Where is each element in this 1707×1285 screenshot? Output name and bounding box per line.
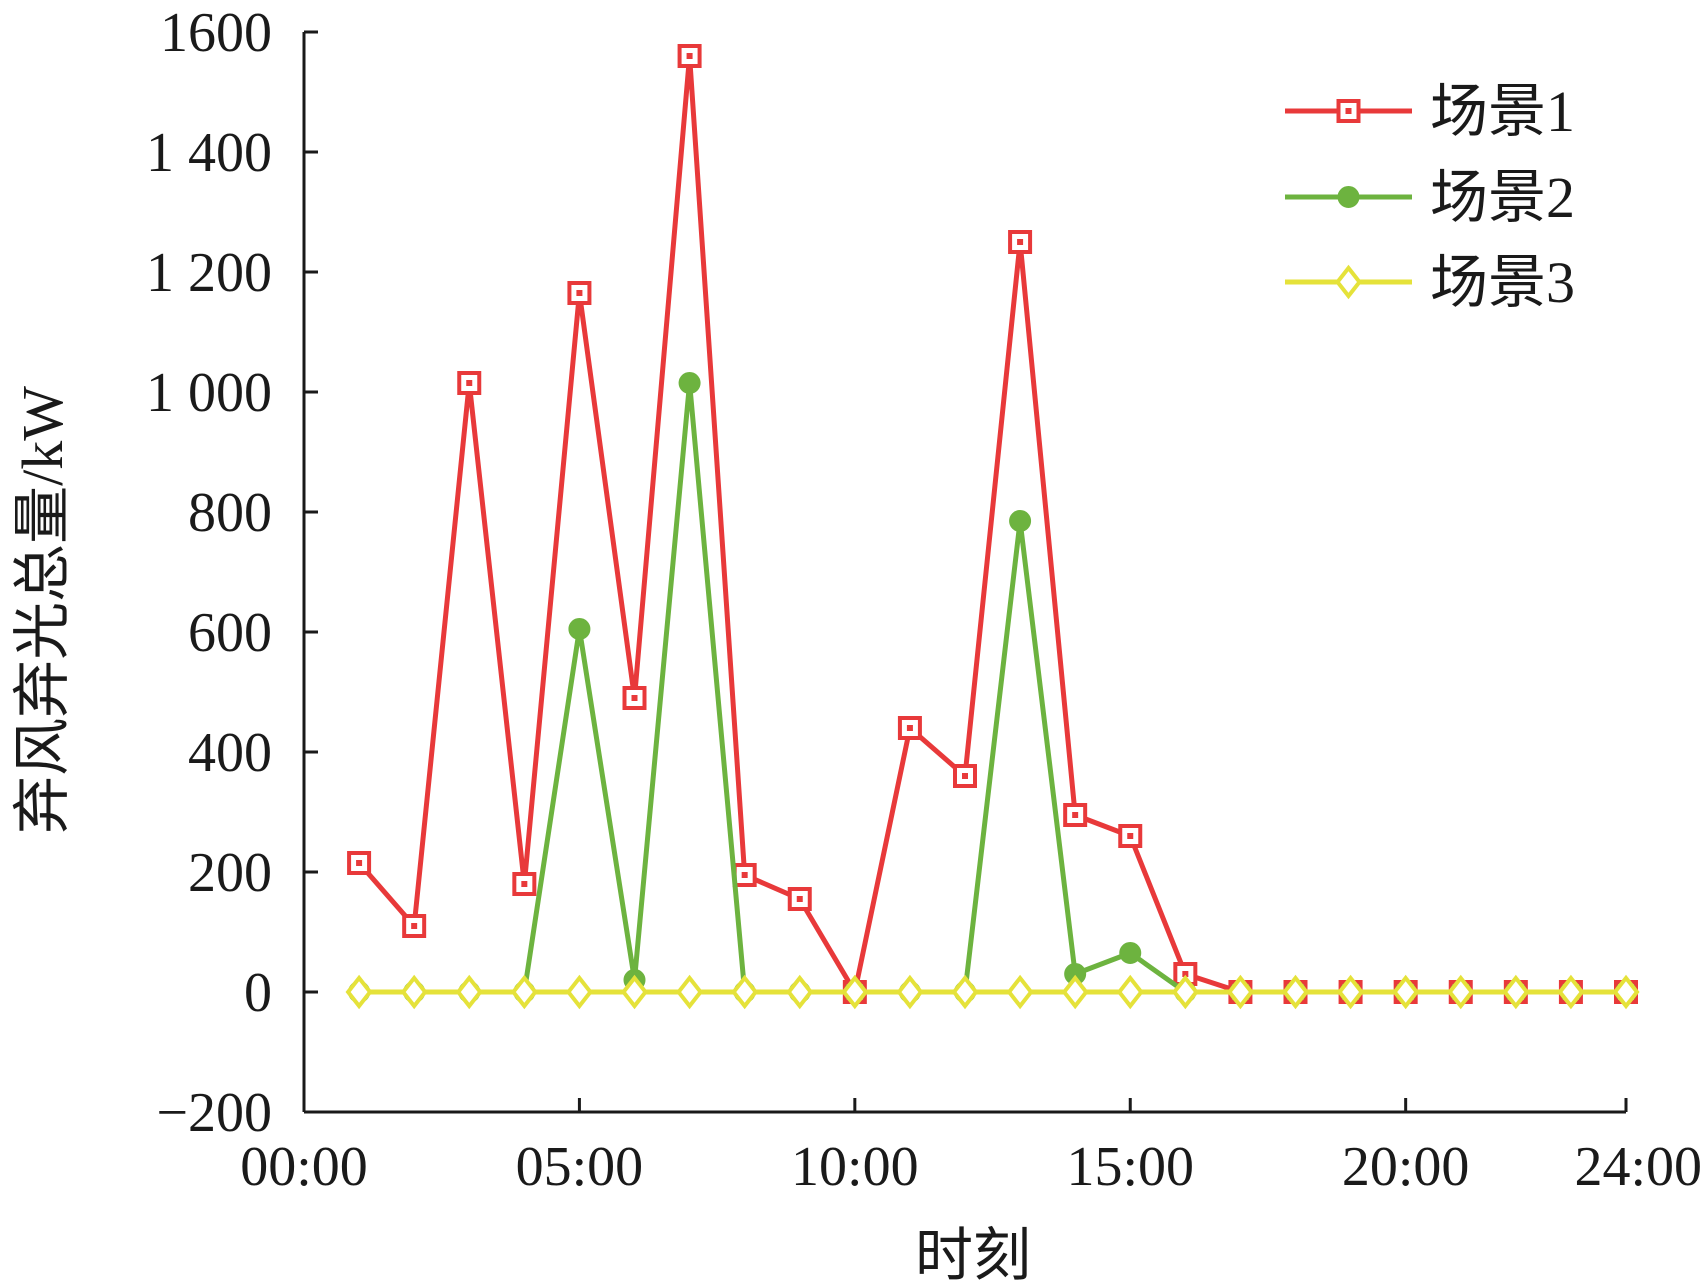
marker-core bbox=[631, 695, 638, 701]
data-point bbox=[786, 974, 814, 1010]
legend-label: 场景1 bbox=[1430, 79, 1575, 144]
data-point bbox=[1009, 510, 1032, 532]
data-point bbox=[1063, 803, 1088, 827]
data-point bbox=[565, 974, 593, 1010]
y-tick-label: 200 bbox=[188, 842, 272, 904]
y-axis-title: 弃风弃光总量/kW bbox=[10, 386, 75, 834]
marker-core bbox=[356, 860, 363, 866]
data-point bbox=[1119, 942, 1142, 964]
data-point bbox=[512, 872, 537, 896]
marker-core bbox=[576, 290, 583, 296]
marker-core bbox=[962, 773, 968, 779]
data-point bbox=[1502, 974, 1530, 1010]
y-tick-label: −200 bbox=[156, 1082, 272, 1144]
data-point bbox=[787, 887, 812, 911]
data-point bbox=[678, 372, 701, 394]
data-point bbox=[1116, 974, 1144, 1010]
data-point bbox=[1392, 974, 1420, 1010]
data-point bbox=[347, 851, 372, 875]
data-point bbox=[731, 974, 759, 1010]
data-point bbox=[402, 914, 427, 938]
data-point bbox=[1612, 974, 1640, 1010]
legend-label: 场景3 bbox=[1430, 250, 1575, 315]
data-point bbox=[457, 371, 482, 395]
legend-item: 场景1 bbox=[1285, 79, 1575, 144]
data-point bbox=[1006, 974, 1034, 1010]
data-point bbox=[1337, 974, 1365, 1010]
y-tick-label: 800 bbox=[188, 482, 272, 544]
data-point bbox=[345, 974, 373, 1010]
data-point bbox=[1281, 974, 1310, 1010]
y-tick-label: 600 bbox=[188, 602, 272, 664]
series-line bbox=[359, 380, 1626, 995]
marker-core bbox=[1182, 971, 1189, 977]
marker-core bbox=[906, 725, 913, 731]
legend-marker bbox=[1334, 264, 1363, 300]
series-3 bbox=[345, 974, 1640, 1010]
data-point bbox=[896, 974, 924, 1010]
marker-core bbox=[796, 896, 803, 902]
x-tick-label: 05:00 bbox=[516, 1136, 644, 1198]
data-point bbox=[620, 974, 649, 1010]
data-point bbox=[1118, 824, 1143, 848]
legend-item: 场景2 bbox=[1285, 165, 1575, 230]
marker-core bbox=[466, 380, 473, 386]
y-tick-label: 1600 bbox=[160, 2, 272, 64]
data-point bbox=[622, 686, 647, 710]
data-point bbox=[567, 281, 592, 305]
data-point bbox=[455, 974, 483, 1010]
x-tick-label: 00:00 bbox=[240, 1136, 368, 1198]
legend-marker bbox=[1336, 99, 1361, 123]
data-point bbox=[568, 618, 591, 640]
marker-core bbox=[686, 53, 693, 59]
marker-core bbox=[1017, 239, 1024, 245]
legend-label: 场景2 bbox=[1430, 165, 1575, 230]
x-tick-label: 15:00 bbox=[1066, 1136, 1194, 1198]
legend: 场景1 场景2 场景3 bbox=[1285, 79, 1575, 315]
x-tick-label: 10:00 bbox=[791, 1136, 919, 1198]
marker-core bbox=[741, 872, 748, 878]
axes: 1600 1 400 1 200 1 000 800 600 400 200 0 −20000:0… bbox=[146, 2, 1702, 1198]
marker-core bbox=[1345, 108, 1352, 114]
legend-marker bbox=[1337, 186, 1360, 208]
data-point bbox=[1061, 974, 1089, 1010]
data-point bbox=[1008, 230, 1033, 254]
y-tick-label: 1 200 bbox=[146, 242, 272, 304]
data-point bbox=[510, 974, 538, 1010]
data-point bbox=[677, 44, 702, 68]
data-point bbox=[951, 974, 979, 1010]
data-point bbox=[953, 764, 977, 788]
y-tick-label: 1 000 bbox=[146, 362, 272, 424]
data-point bbox=[1171, 974, 1199, 1010]
data-point bbox=[897, 716, 922, 740]
x-tick-label: 20:00 bbox=[1342, 1136, 1470, 1198]
y-tick-label: 400 bbox=[188, 722, 272, 784]
marker-core bbox=[1072, 812, 1079, 818]
data-point bbox=[1557, 974, 1585, 1010]
data-point bbox=[676, 974, 704, 1010]
series-layer bbox=[345, 44, 1640, 1010]
data-point bbox=[732, 863, 757, 887]
marker-core bbox=[1127, 833, 1134, 839]
x-axis-title: 时刻 bbox=[915, 1223, 1031, 1285]
data-point bbox=[1447, 974, 1475, 1010]
marker-core bbox=[411, 923, 418, 929]
x-tick-label: 24:00 bbox=[1574, 1136, 1702, 1198]
data-point bbox=[400, 974, 428, 1010]
data-point bbox=[1226, 974, 1254, 1010]
y-tick-label: 1 400 bbox=[146, 122, 272, 184]
marker-core bbox=[521, 881, 528, 887]
data-point bbox=[841, 974, 869, 1010]
y-tick-label: 0 bbox=[244, 962, 272, 1024]
legend-item: 场景3 bbox=[1285, 250, 1575, 315]
